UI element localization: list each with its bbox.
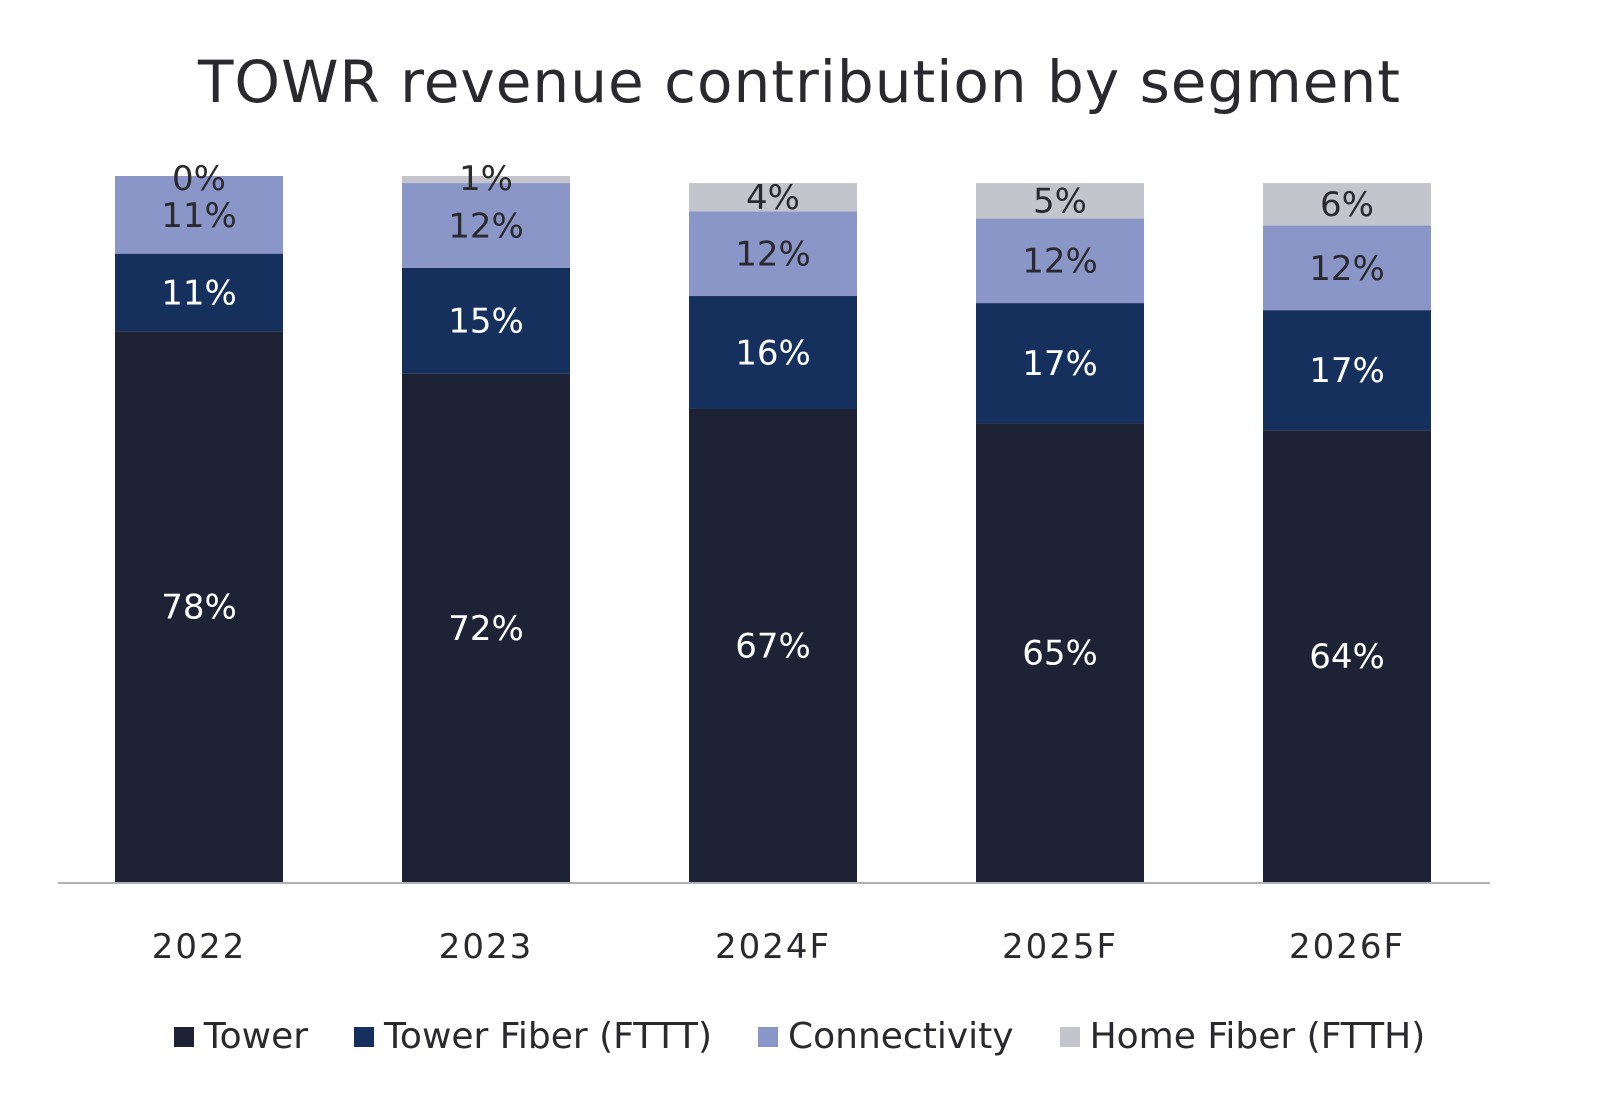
x-tick-label: 2022 [152,927,247,967]
bar-segment [115,331,283,882]
bar-segment [402,373,570,882]
legend-label: Connectivity [787,1016,1014,1057]
bar-segment [115,253,283,332]
legend-swatch [757,1026,778,1047]
data-label: 5% [1033,182,1087,222]
legend-swatch [173,1026,194,1047]
data-label: 17% [1022,344,1098,384]
data-label: 78% [161,588,237,628]
x-tick-label: 2025F [1002,927,1118,967]
data-label: 12% [1309,249,1385,289]
bar-segment [1263,225,1431,311]
legend-item: Tower Fiber (FTTT) [354,1016,712,1057]
bar-segment [1263,310,1431,431]
bar-segment [976,218,1144,304]
bar-segment [402,183,570,268]
bar-segment [115,176,283,254]
legend-item: Home Fiber (FTTH) [1059,1016,1426,1057]
legend-label: Home Fiber (FTTH) [1089,1016,1426,1057]
legend-item: Connectivity [757,1016,1014,1057]
bar-segment [976,303,1144,424]
data-label: 72% [448,609,524,649]
legend-item: Tower [173,1016,309,1057]
legend-label: Tower [203,1016,309,1057]
data-label: 12% [1022,242,1098,282]
bar-segment [689,183,857,212]
data-label: 12% [735,235,811,275]
data-label: 15% [448,302,524,342]
data-label: 11% [161,196,237,236]
bar-segment [689,296,857,409]
data-label: 11% [161,273,237,313]
bar-segment [976,183,1144,219]
bar-segment [689,408,857,882]
x-tick-label: 2023 [439,927,534,967]
data-label: 1% [459,159,513,199]
bar-segment [402,176,570,184]
legend-label: Tower Fiber (FTTT) [384,1016,712,1057]
bar-segment [402,267,570,374]
data-label: 65% [1022,634,1098,674]
data-label: 17% [1309,351,1385,391]
chart-title: TOWR revenue contribution by segment [198,48,1401,116]
data-label: 4% [746,178,800,218]
data-label: 0% [172,159,226,199]
bar-segment [1263,183,1431,226]
chart-legend: Tower Tower Fiber (FTTT) Connectivity Home … [0,1016,1599,1057]
data-label: 12% [448,206,524,246]
data-label: 6% [1320,185,1374,225]
data-label: 16% [735,334,811,374]
x-tick-label: 2024F [715,927,831,967]
data-label: 64% [1309,637,1385,677]
data-label: 67% [735,626,811,666]
legend-swatch [1059,1026,1080,1047]
bar-segment [1263,430,1431,882]
x-tick-label: 2026F [1289,927,1405,967]
bar-segment [976,423,1144,882]
legend-swatch [354,1026,375,1047]
chart-plot: 78%11%11%0%202272%15%12%1%202367%16%12%4… [58,159,1490,967]
bar-segment [689,211,857,297]
